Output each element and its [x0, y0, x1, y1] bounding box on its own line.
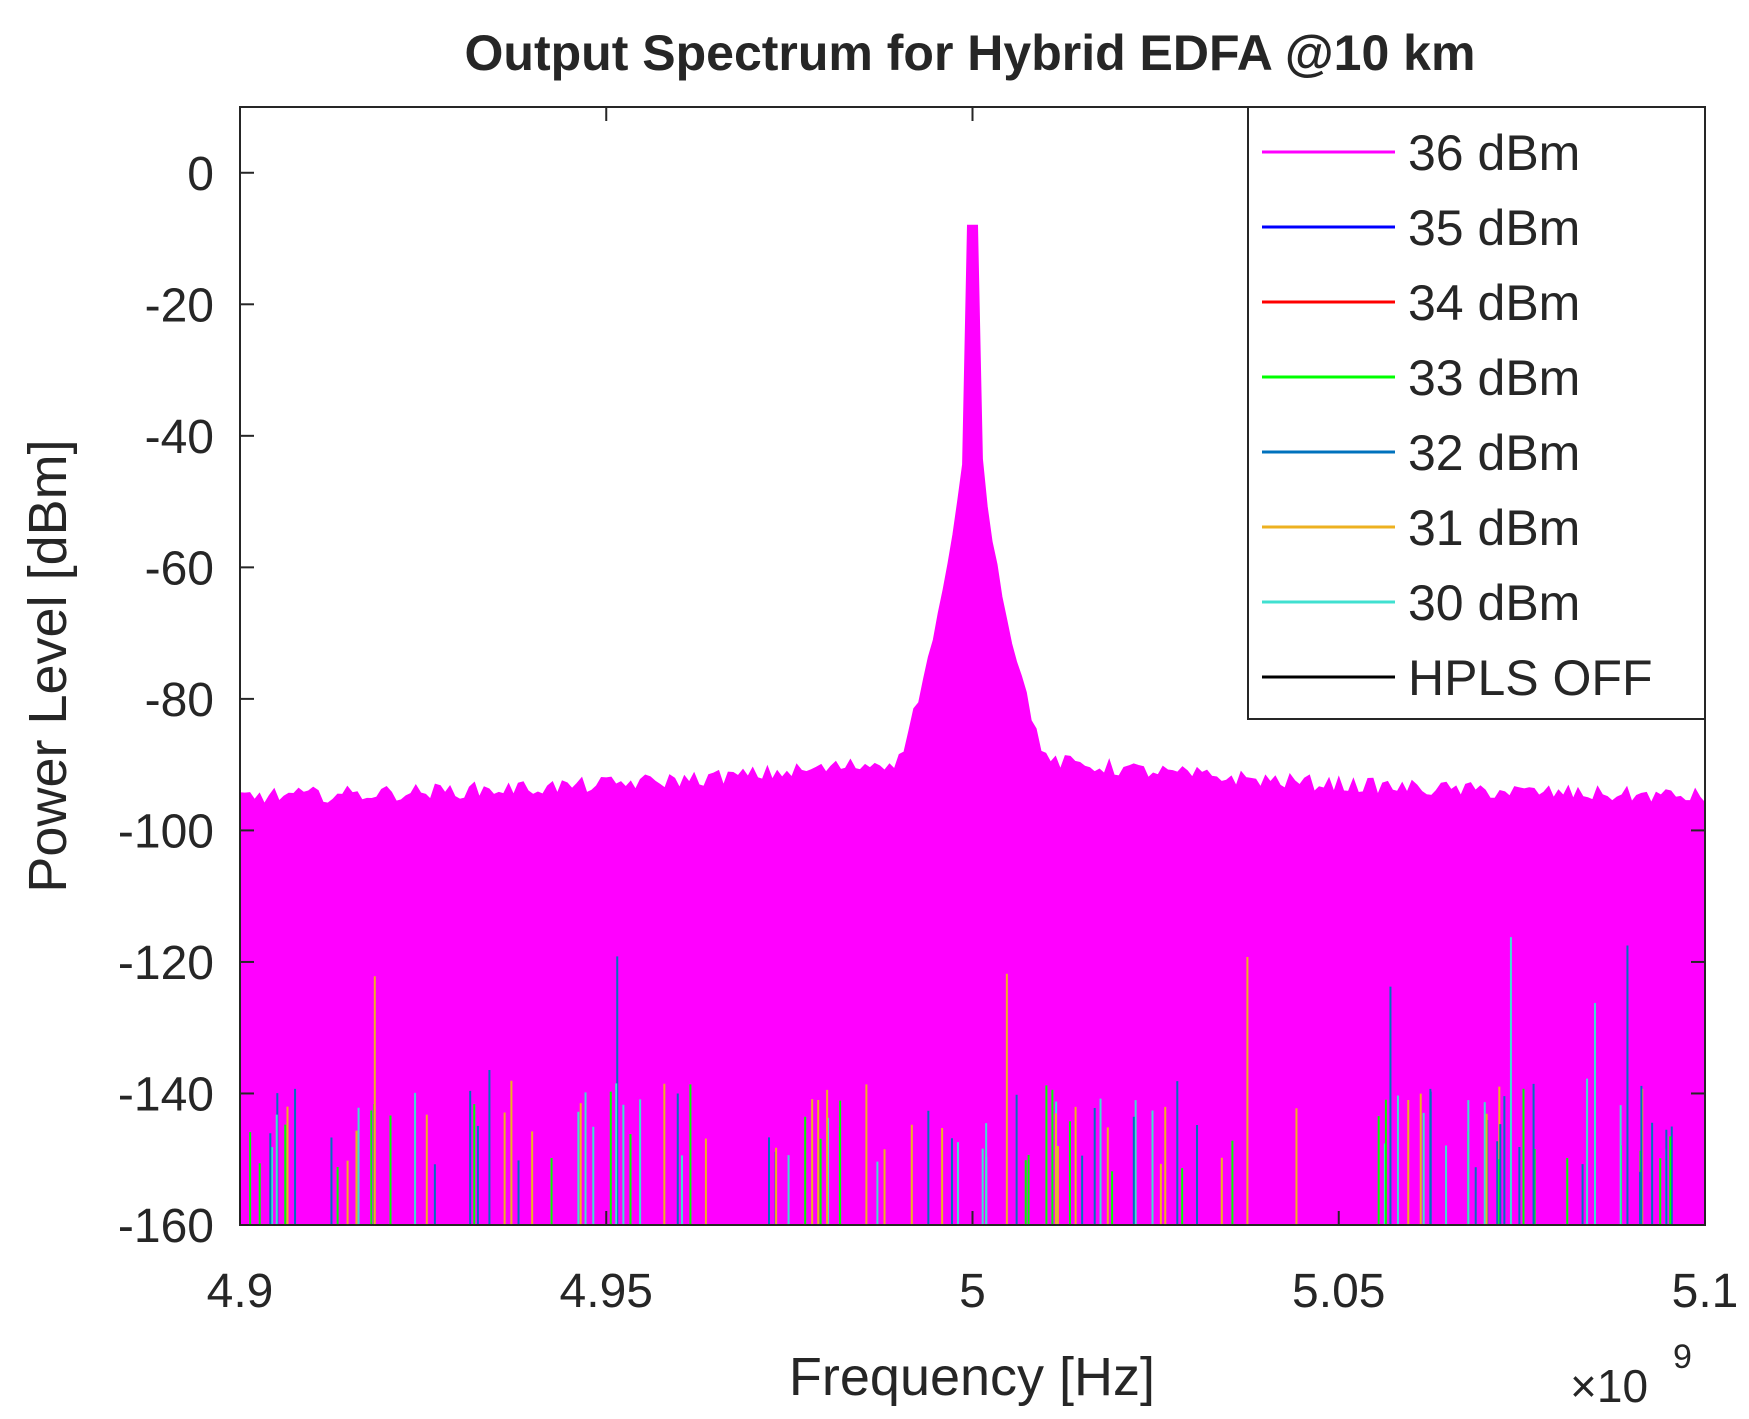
legend-box — [1247, 106, 1706, 720]
legend-label-2: 34 dBm — [1408, 275, 1580, 331]
x-tick-label: 4.95 — [560, 1265, 653, 1318]
axis-ticks: 4.9 4.95 5 5.05 5.1 0 -20 -40 -60 -80 -100 -120 -140… — [118, 107, 1738, 1318]
y-tick-label: -60 — [145, 542, 214, 595]
y-tick-label: -120 — [118, 937, 214, 990]
y-tick-label: -140 — [118, 1068, 214, 1121]
chart-title: Output Spectrum for Hybrid EDFA @10 km — [465, 25, 1476, 81]
legend-label-1: 35 dBm — [1408, 200, 1580, 256]
plot-area — [240, 224, 1705, 1225]
x-tick-label: 5 — [959, 1265, 986, 1318]
x-exponent-base: ×10 — [1570, 1360, 1648, 1412]
legend-label-5: 31 dBm — [1408, 500, 1580, 556]
x-exponent-power: 9 — [1673, 1338, 1692, 1376]
y-tick-label: -20 — [145, 279, 214, 332]
y-tick-label: 0 — [187, 148, 214, 201]
legend-label-7: HPLS OFF — [1408, 650, 1652, 706]
x-axis-label: Frequency [Hz] — [789, 1347, 1155, 1407]
y-tick-label: -160 — [118, 1200, 214, 1253]
y-tick-label: -40 — [145, 411, 214, 464]
x-tick-label: 4.9 — [207, 1265, 274, 1318]
y-tick-label: -80 — [145, 674, 214, 727]
legend-label-3: 33 dBm — [1408, 350, 1580, 406]
legend-label-0: 36 dBm — [1408, 125, 1580, 181]
legend: 36 dBm 35 dBm 34 dBm 33 dBm 32 dBm 31 dBm 30 d… — [1247, 106, 1706, 720]
y-axis-label: Power Level [dBm] — [18, 439, 78, 892]
y-tick-label: -100 — [118, 805, 214, 858]
x-tick-label: 5.05 — [1292, 1265, 1385, 1318]
legend-label-6: 30 dBm — [1408, 575, 1580, 631]
legend-label-4: 32 dBm — [1408, 425, 1580, 481]
x-tick-label: 5.1 — [1672, 1265, 1739, 1318]
series-0-trace — [240, 224, 1705, 1225]
